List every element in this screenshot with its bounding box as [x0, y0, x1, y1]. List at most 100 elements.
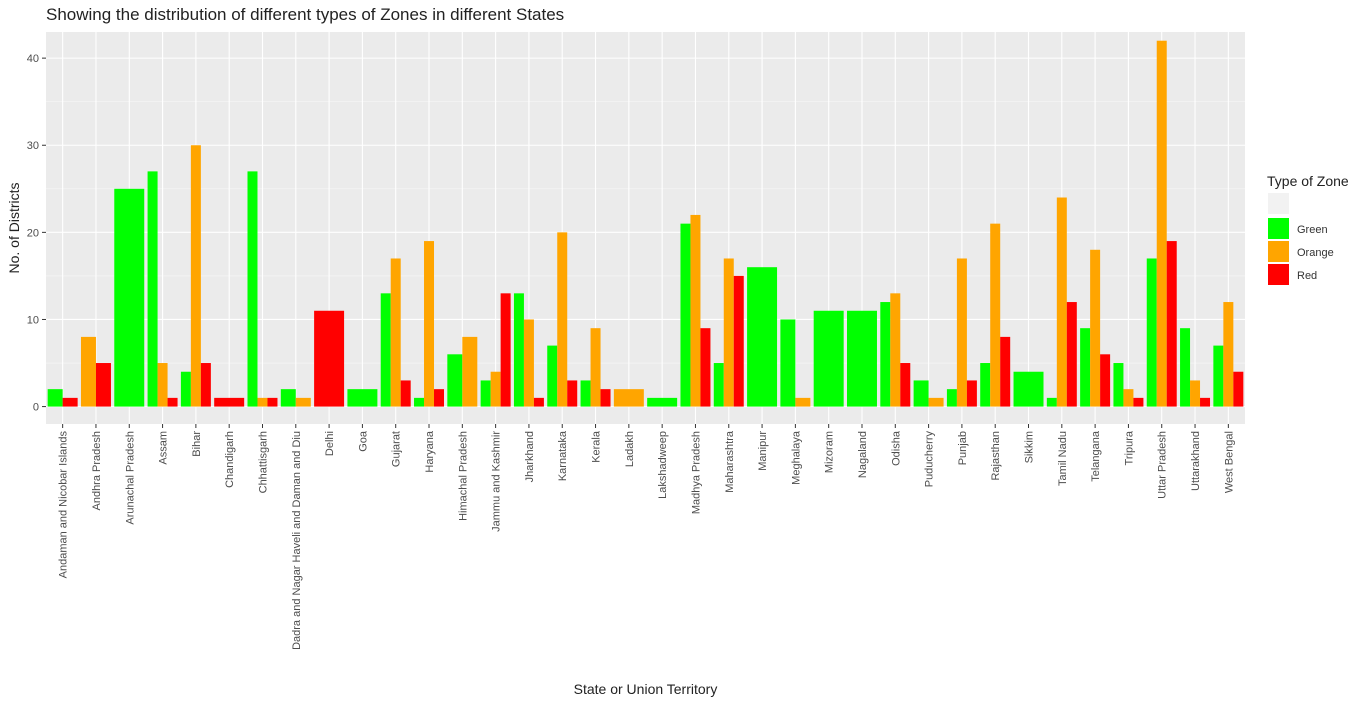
x-tick-label: Haryana [424, 430, 436, 472]
bar-green-uttar-pradesh [1146, 258, 1157, 407]
bar-green-meghalaya [780, 319, 796, 407]
bar-green-tamil-nadu [1046, 397, 1057, 407]
x-tick-label: Sikkim [1024, 431, 1036, 463]
bar-green-manipur [747, 267, 778, 407]
plot-panel [46, 32, 1245, 424]
x-tick-label: Jharkhand [524, 431, 536, 482]
x-tick-label: Arunachal Pradesh [124, 431, 136, 525]
y-tick-label: 40 [27, 53, 39, 65]
bar-green-rajasthan [980, 363, 991, 407]
bar-green-sikkim [1013, 371, 1044, 407]
bar-orange-puducherry [928, 397, 944, 407]
chart-title: Showing the distribution of different ty… [46, 5, 565, 24]
x-tick-label: Uttar Pradesh [1157, 431, 1169, 499]
bar-red-maharashtra [733, 275, 744, 407]
bar-green-telangana [1080, 328, 1091, 407]
bar-green-madhya-pradesh [680, 223, 691, 407]
x-tick-label: Gujarat [391, 431, 403, 467]
legend-label-green: Green [1297, 224, 1328, 236]
bar-green-assam [147, 171, 158, 407]
bar-orange-tripura [1123, 389, 1134, 407]
bar-red-punjab [966, 380, 977, 407]
bar-orange-odisha [890, 293, 901, 407]
x-tick-label: Karnataka [557, 430, 569, 481]
y-tick-label: 20 [27, 227, 39, 239]
x-tick-label: Jammu and Kashmir [491, 431, 503, 532]
bar-green-himachal-pradesh [447, 354, 463, 407]
legend-label-red: Red [1297, 270, 1317, 282]
x-tick-label: Kerala [591, 430, 603, 463]
legend-key-green [1268, 218, 1289, 239]
x-tick-label: Himachal Pradesh [457, 431, 469, 521]
bar-red-bihar [200, 363, 211, 407]
x-tick-label: Lakshadweep [657, 431, 669, 499]
bar-orange-dadra-and-nagar-haveli-and-daman-and-diu [295, 397, 311, 407]
x-tick-label: Madhya Pradesh [690, 431, 702, 514]
x-tick-label: Puducherry [924, 431, 936, 488]
bar-green-lakshadweep [647, 397, 678, 407]
bar-orange-uttarakhand [1190, 380, 1201, 407]
x-tick-label: Manipur [757, 431, 769, 471]
x-tick-label: Maharashtra [724, 430, 736, 493]
bar-red-gujarat [400, 380, 411, 407]
bar-red-jharkhand [533, 397, 544, 407]
x-axis-title: State or Union Territory [574, 681, 718, 697]
bar-green-jharkhand [513, 293, 524, 407]
x-tick-label: Telangana [1090, 430, 1102, 482]
bar-orange-kerala [590, 328, 601, 407]
bar-green-arunachal-pradesh [114, 188, 145, 407]
bar-orange-karnataka [557, 232, 568, 407]
bar-green-jammu-and-kashmir [480, 380, 491, 407]
y-tick-label: 0 [33, 402, 39, 414]
bar-red-andaman-and-nicobar-islands [62, 397, 78, 407]
bar-green-odisha [880, 302, 891, 407]
x-tick-label: Tripura [1123, 430, 1135, 465]
x-tick-label: Dadra and Nagar Haveli and Daman and Diu [291, 431, 303, 650]
bar-red-tripura [1133, 397, 1144, 407]
bar-orange-himachal-pradesh [462, 336, 478, 407]
x-tick-label: Rajasthan [990, 431, 1002, 481]
bar-green-puducherry [913, 380, 929, 407]
x-tick-label: Goa [357, 430, 369, 452]
bar-red-delhi [314, 310, 345, 407]
y-tick-label: 10 [27, 314, 39, 326]
bar-green-punjab [946, 389, 957, 407]
bar-orange-andhra-pradesh [80, 336, 96, 407]
bar-red-madhya-pradesh [700, 328, 711, 407]
bar-orange-chhattisgarh [257, 397, 268, 407]
bar-red-rajasthan [1000, 336, 1011, 407]
bar-red-andhra-pradesh [95, 363, 111, 407]
x-tick-label: Bihar [191, 431, 203, 457]
legend-empty-key [1268, 193, 1289, 214]
bar-red-uttar-pradesh [1166, 241, 1177, 407]
x-tick-label: Meghalaya [790, 430, 802, 485]
x-tick-label: Mizoram [824, 431, 836, 473]
bar-green-nagaland [846, 310, 877, 407]
bar-orange-assam [157, 363, 168, 407]
x-tick-label: Punjab [957, 431, 969, 465]
bars [47, 40, 1244, 407]
y-tick-label: 30 [27, 140, 39, 152]
bar-orange-west-bengal [1223, 302, 1234, 407]
x-tick-label: Nagaland [857, 431, 869, 478]
bar-green-uttarakhand [1180, 328, 1191, 407]
legend-key-red [1268, 264, 1289, 285]
x-tick-label: Assam [158, 431, 170, 465]
x-tick-label: Tamil Nadu [1057, 431, 1069, 486]
bar-green-haryana [414, 397, 425, 407]
legend-title: Type of Zone [1267, 173, 1349, 189]
bar-orange-jharkhand [523, 319, 534, 407]
bar-red-chandigarh [214, 397, 245, 407]
bar-green-kerala [580, 380, 591, 407]
bar-red-uttarakhand [1200, 397, 1211, 407]
bar-red-assam [167, 397, 178, 407]
x-tick-label: Andaman and Nicobar Islands [58, 431, 70, 579]
x-tick-label: Odisha [890, 430, 902, 466]
bar-red-west-bengal [1233, 371, 1244, 407]
legend-key-orange [1268, 241, 1289, 262]
x-tick-label: West Bengal [1223, 431, 1235, 493]
bar-orange-ladakh [613, 389, 644, 407]
x-tick-label: Ladakh [624, 431, 636, 467]
legend-label-orange: Orange [1297, 247, 1334, 259]
